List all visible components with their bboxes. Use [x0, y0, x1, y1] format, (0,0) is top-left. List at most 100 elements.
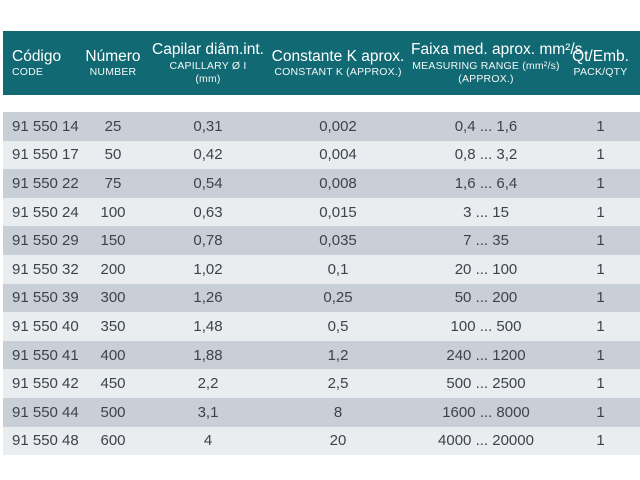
cell-capilar-diam: 3,1 [197, 403, 219, 421]
cell-constante-k: 0,004 [319, 146, 357, 164]
cell-faixa-medicao: 0,8 ... 3,2 [454, 146, 518, 164]
cell-faixa-medicao: 7 ... 35 [463, 232, 509, 250]
cell-numero: 75 [104, 174, 122, 192]
cell-capilar-diam: 4 [203, 432, 213, 450]
cell-faixa-medicao: 500 ... 2500 [446, 375, 526, 393]
table-row: 91 550 44 500 3,1 8 1600 ... 8000 1 [3, 397, 640, 427]
cell-numero: 450 [100, 375, 126, 393]
column-header-codigo: Código CODE [3, 47, 75, 80]
cell-qty: 1 [596, 375, 605, 393]
table-row: 91 550 14 25 0,31 0,002 0,4 ... 1,6 1 [3, 112, 640, 141]
column-subtitle-approx: (APPROX.) [458, 72, 514, 85]
cell-constante-k: 0,1 [327, 260, 349, 278]
cell-qty: 1 [596, 346, 605, 364]
cell-constante-k: 0,015 [319, 203, 357, 221]
cell-capilar-diam: 0,63 [193, 203, 223, 221]
column-header-faixa-medicao: Faixa med. aprox. mm²/s MEASURING RANGE … [411, 40, 583, 86]
column-title: Constante K aprox. [271, 47, 405, 65]
table-row: 91 550 32 200 1,02 0,1 20 ... 100 1 [3, 254, 640, 284]
column-header-numero: Número NUMBER [75, 47, 151, 80]
cell-faixa-medicao: 1600 ... 8000 [442, 403, 530, 421]
cell-numero: 600 [100, 432, 126, 450]
table-row: 91 550 40 350 1,48 0,5 100 ... 500 1 [3, 312, 640, 341]
table-row: 91 550 17 50 0,42 0,004 0,8 ... 3,2 1 [3, 140, 640, 170]
column-subtitle: CONSTANT K (APPROX.) [274, 66, 402, 79]
cell-qty: 1 [596, 317, 605, 335]
cell-faixa-medicao: 3 ... 15 [463, 203, 509, 221]
cell-numero: 150 [100, 232, 126, 250]
table-row: 91 550 39 300 1,26 0,25 50 ... 200 1 [3, 283, 640, 313]
table-body: 91 550 14 25 0,31 0,002 0,4 ... 1,6 1 91 550 1… [3, 112, 640, 456]
table-header: Código CODE Número NUMBER Capilar diâm.i… [3, 31, 640, 95]
table-row: 91 550 24 100 0,63 0,015 3 ... 15 1 [3, 197, 640, 227]
cell-codigo: 91 550 44 [12, 403, 79, 421]
cell-capilar-diam: 0,42 [193, 146, 223, 164]
cell-numero: 200 [100, 260, 126, 278]
cell-faixa-medicao: 240 ... 1200 [446, 346, 526, 364]
cell-capilar-diam: 1,48 [193, 317, 223, 335]
cell-codigo: 91 550 22 [12, 174, 79, 192]
cell-numero: 400 [100, 346, 126, 364]
cell-faixa-medicao: 100 ... 500 [450, 317, 522, 335]
cell-capilar-diam: 0,78 [193, 232, 223, 250]
cell-codigo: 91 550 14 [12, 117, 79, 135]
cell-qty: 1 [596, 432, 605, 450]
cell-capilar-diam: 1,02 [193, 260, 223, 278]
column-header-constante-k: Constante K aprox. CONSTANT K (APPROX.) [265, 47, 411, 80]
cell-codigo: 91 550 41 [12, 346, 79, 364]
cell-codigo: 91 550 24 [12, 203, 79, 221]
cell-qty: 1 [596, 174, 605, 192]
cell-codigo: 91 550 39 [12, 289, 79, 307]
column-header-capilar-diam: Capilar diâm.int. CAPILLARY Ø I (mm) [151, 40, 265, 86]
column-unit: (mm) [195, 72, 221, 85]
cell-qty: 1 [596, 146, 605, 164]
cell-qty: 1 [596, 117, 605, 135]
column-subtitle: NUMBER [89, 66, 137, 79]
cell-constante-k: 2,5 [327, 375, 349, 393]
cell-qty: 1 [596, 232, 605, 250]
column-title: Capilar diâm.int. [152, 41, 264, 59]
cell-numero: 100 [100, 203, 126, 221]
cell-constante-k: 0,25 [323, 289, 353, 307]
cell-constante-k: 0,035 [319, 232, 357, 250]
cell-capilar-diam: 0,31 [193, 117, 223, 135]
column-title: Número [85, 47, 141, 65]
cell-numero: 350 [100, 317, 126, 335]
column-subtitle: MEASURING RANGE (mm²/s) [412, 59, 560, 72]
cell-faixa-medicao: 20 ... 100 [454, 260, 518, 278]
column-header-qty-pack: Qt/Emb. PACK/QTY [561, 47, 640, 80]
cell-capilar-diam: 1,26 [193, 289, 223, 307]
cell-capilar-diam: 1,88 [193, 346, 223, 364]
column-title: Código [12, 47, 62, 65]
column-title: Faixa med. aprox. mm²/s [411, 41, 583, 59]
cell-numero: 500 [100, 403, 126, 421]
cell-constante-k: 8 [333, 403, 343, 421]
cell-constante-k: 20 [329, 432, 347, 450]
cell-numero: 300 [100, 289, 126, 307]
cell-codigo: 91 550 32 [12, 260, 79, 278]
cell-numero: 25 [104, 117, 122, 135]
column-subtitle: PACK/QTY [573, 66, 628, 79]
table-row: 91 550 41 400 1,88 1,2 240 ... 1200 1 [3, 340, 640, 370]
cell-faixa-medicao: 1,6 ... 6,4 [454, 174, 518, 192]
cell-faixa-medicao: 50 ... 200 [454, 289, 518, 307]
cell-capilar-diam: 0,54 [193, 174, 223, 192]
cell-codigo: 91 550 40 [12, 317, 79, 335]
column-subtitle: CODE [12, 66, 44, 79]
cell-capilar-diam: 2,2 [197, 375, 219, 393]
cell-constante-k: 1,2 [327, 346, 349, 364]
table-row: 91 550 22 75 0,54 0,008 1,6 ... 6,4 1 [3, 169, 640, 198]
cell-faixa-medicao: 4000 ... 20000 [438, 432, 534, 450]
cell-qty: 1 [596, 203, 605, 221]
cell-constante-k: 0,002 [319, 117, 357, 135]
cell-codigo: 91 550 42 [12, 375, 79, 393]
cell-qty: 1 [596, 260, 605, 278]
cell-codigo: 91 550 17 [12, 146, 79, 164]
cell-constante-k: 0,008 [319, 174, 357, 192]
table-row: 91 550 29 150 0,78 0,035 7 ... 35 1 [3, 226, 640, 255]
cell-qty: 1 [596, 403, 605, 421]
cell-faixa-medicao: 0,4 ... 1,6 [454, 117, 518, 135]
column-title: Qt/Emb. [572, 47, 629, 65]
cell-numero: 50 [104, 146, 122, 164]
